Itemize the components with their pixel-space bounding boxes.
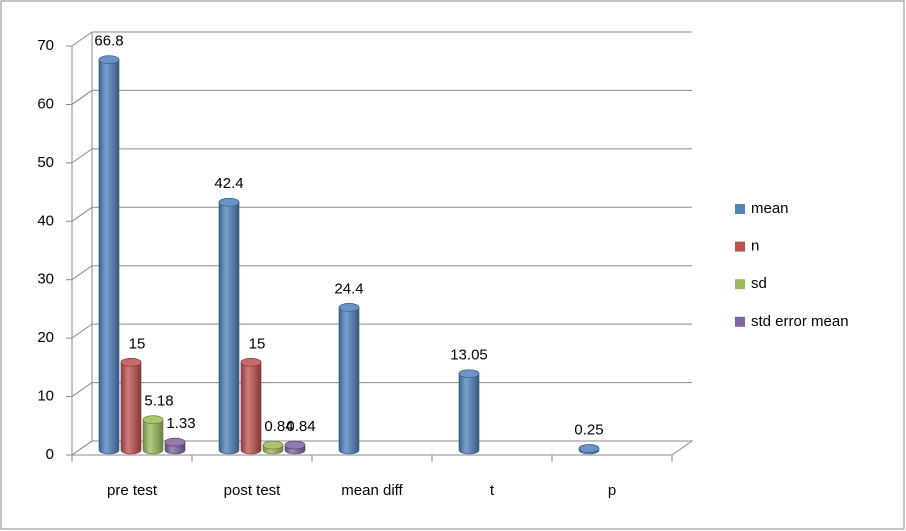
bar xyxy=(120,358,142,455)
data-label: 0.84 xyxy=(264,418,293,435)
bar xyxy=(218,197,240,455)
data-label: 1.33 xyxy=(166,415,195,432)
y-tick-label: 50 xyxy=(37,154,54,171)
data-label: 0.25 xyxy=(574,422,603,439)
grid-line xyxy=(71,265,692,281)
bar-cap xyxy=(98,55,120,64)
bar-cap xyxy=(218,197,240,207)
data-label: 5.18 xyxy=(144,393,173,410)
data-label: 15 xyxy=(249,335,266,352)
legend-label: mean xyxy=(751,200,789,217)
data-label: 24.4 xyxy=(334,280,363,297)
grid-line xyxy=(71,31,692,47)
grid-line xyxy=(71,440,692,456)
data-label: 66.8 xyxy=(94,33,123,50)
grid-line xyxy=(71,89,692,105)
x-tick-label: pre test xyxy=(107,482,158,499)
legend-label: std error mean xyxy=(751,313,849,330)
bar-cap xyxy=(240,358,262,367)
legend-swatch xyxy=(735,204,745,214)
y-tick-label: 70 xyxy=(37,37,54,54)
bar-cap xyxy=(458,369,480,379)
bar-cap xyxy=(262,440,284,450)
bar-cap xyxy=(284,440,306,450)
bar-cap xyxy=(142,415,164,425)
bar-cap xyxy=(578,444,600,453)
legend-label: sd xyxy=(751,275,767,292)
bar xyxy=(338,303,360,455)
grid-line xyxy=(71,382,692,397)
legend-swatch xyxy=(735,241,745,252)
x-tick-label: p xyxy=(608,482,616,499)
legend-label: n xyxy=(751,238,759,255)
x-tick-label: t xyxy=(490,482,495,499)
bar xyxy=(98,55,120,455)
legend-swatch xyxy=(735,316,745,327)
grid-line xyxy=(71,206,692,222)
grid-line xyxy=(71,323,692,339)
x-tick-label: post test xyxy=(224,482,282,499)
bar xyxy=(240,358,262,455)
bar-cap xyxy=(164,437,186,447)
grid-line xyxy=(71,148,692,164)
data-label: 42.4 xyxy=(214,175,243,192)
y-tick-label: 40 xyxy=(37,212,54,229)
bar-cap xyxy=(338,303,360,312)
legend-swatch xyxy=(735,279,745,290)
x-tick-label: mean diff xyxy=(341,482,403,499)
y-tick-label: 30 xyxy=(37,271,54,288)
y-tick-label: 20 xyxy=(37,329,54,346)
bar-cap xyxy=(120,358,142,367)
data-label: 15 xyxy=(129,335,146,352)
y-tick-label: 0 xyxy=(46,446,54,463)
y-tick-label: 10 xyxy=(37,388,54,405)
y-tick-label: 60 xyxy=(37,95,54,112)
data-label: 13.05 xyxy=(450,347,488,364)
bar xyxy=(458,369,480,455)
data-label: 0.84 xyxy=(286,418,315,435)
